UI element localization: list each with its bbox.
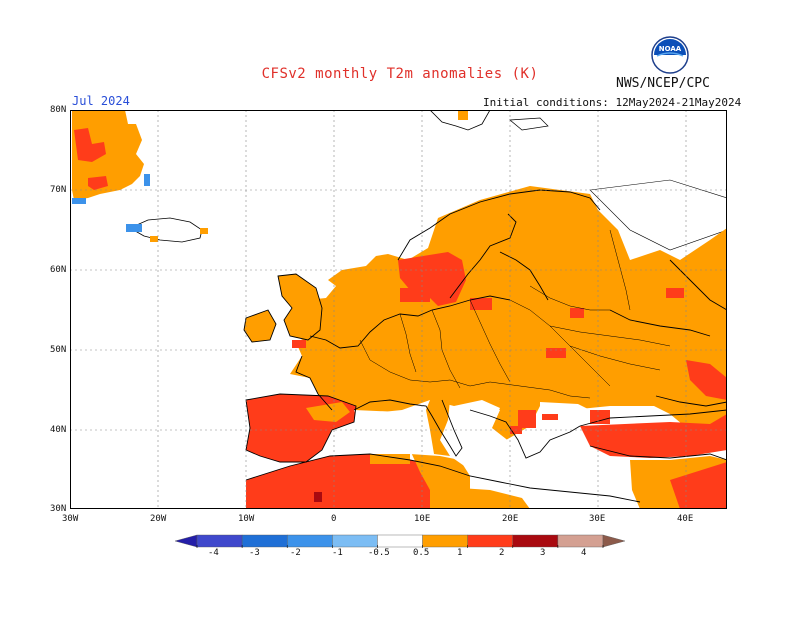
lat-label-50n: 50N <box>50 345 67 355</box>
anomaly-map <box>70 110 727 509</box>
turkey-red-anomaly <box>580 414 727 458</box>
colorbar-segment <box>422 534 468 548</box>
lon-label-0: 0 <box>331 514 337 524</box>
map-title: CFSv2 monthly T2m anomalies (K) <box>261 66 539 82</box>
country-borders <box>359 229 671 399</box>
north-africa-red-anomaly <box>246 454 430 509</box>
europe-orange-anomaly <box>290 186 727 440</box>
colorbar-label-minus4: -4 <box>208 548 219 558</box>
britain-orange-anomaly <box>278 274 322 340</box>
agency-label: NWS/NCEP/CPC <box>616 76 710 91</box>
colorbar-label-1: 1 <box>457 548 463 558</box>
graticule <box>70 110 727 509</box>
colorbar-segment <box>241 534 288 548</box>
logo-text: NOAA <box>659 45 682 53</box>
colorbar-label-3: 3 <box>540 548 546 558</box>
lon-label-10w: 10W <box>238 514 255 524</box>
forecast-month: Jul 2024 <box>72 94 130 108</box>
colorbar <box>175 534 625 548</box>
lat-label-80n: 80N <box>50 105 67 115</box>
colorbar-label-minus3: -3 <box>249 548 260 558</box>
lat-label-60n: 60N <box>50 265 67 275</box>
iceland-outline <box>126 217 208 243</box>
colorbar-segment <box>512 534 559 548</box>
colorbar-segment <box>196 534 243 548</box>
lat-label-40n: 40N <box>50 425 67 435</box>
initial-conditions: Initial conditions: 12May2024-21May2024 <box>483 96 742 109</box>
colorbar-segment <box>332 534 378 548</box>
colorbar-segment <box>602 534 625 548</box>
colorbar-label-minus1: -1 <box>332 548 343 558</box>
lon-label-40e: 40E <box>677 514 694 524</box>
lon-label-10e: 10E <box>414 514 431 524</box>
greenland-anomaly <box>72 110 150 204</box>
lat-label-30n: 30N <box>50 504 67 514</box>
colorbar-segment <box>175 534 198 548</box>
colorbar-label-4: 4 <box>581 548 587 558</box>
colorbar-label-minus2: -2 <box>290 548 301 558</box>
colorbar-segment <box>467 534 513 548</box>
noaa-logo: NOAA <box>651 36 689 74</box>
colorbar-segment <box>377 534 423 548</box>
colorbar-segment <box>287 534 333 548</box>
lat-label-70n: 70N <box>50 185 67 195</box>
colorbar-label-minus0.5: -0.5 <box>368 548 390 558</box>
lon-label-30w: 30W <box>62 514 79 524</box>
colorbar-segment <box>557 534 604 548</box>
colorbar-label-0.5: 0.5 <box>413 548 430 558</box>
lon-label-30e: 30E <box>589 514 606 524</box>
colorbar-label-2: 2 <box>499 548 505 558</box>
lon-label-20w: 20W <box>150 514 167 524</box>
lon-label-20e: 20E <box>502 514 519 524</box>
